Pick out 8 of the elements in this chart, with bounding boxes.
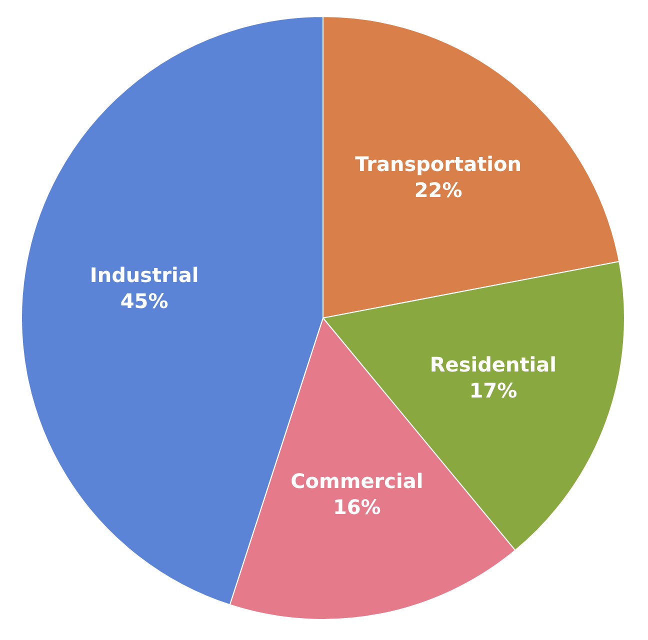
data-label: 17% bbox=[469, 378, 518, 402]
data-label: 16% bbox=[332, 494, 381, 519]
data-label: 22% bbox=[414, 178, 462, 202]
slice-label: Residential bbox=[430, 352, 557, 376]
slice-label: Commercial bbox=[290, 468, 424, 493]
data-label: 45% bbox=[120, 288, 168, 313]
slice-label: Transportation bbox=[355, 152, 522, 176]
slice-label: Industrial bbox=[90, 262, 199, 287]
